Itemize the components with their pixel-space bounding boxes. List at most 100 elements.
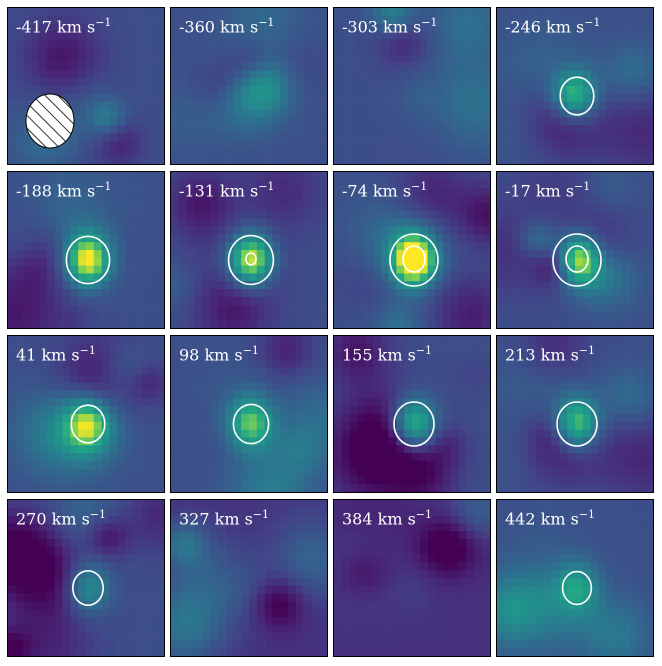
channel-panel: 270 km s−1 [7, 499, 165, 657]
velocity-value: -246 [505, 17, 547, 37]
channel-panel: -74 km s−1 [333, 171, 491, 329]
channel-image [334, 336, 490, 492]
velocity-label: 155 km s−1 [342, 341, 432, 365]
velocity-label: 98 km s−1 [179, 341, 259, 365]
velocity-exponent: −1 [411, 180, 428, 193]
channel-image [8, 8, 164, 164]
contour-outer [227, 234, 275, 286]
channel-panel: -188 km s−1 [7, 171, 165, 329]
channel-panel: -417 km s−1 [7, 7, 165, 165]
velocity-value: 213 [505, 345, 541, 365]
channel-image [171, 500, 327, 656]
contour-outer [556, 401, 598, 447]
velocity-exponent: −1 [421, 16, 438, 29]
contour-outer [393, 401, 435, 447]
velocity-value: 270 [16, 509, 52, 529]
velocity-value: 384 [342, 509, 378, 529]
velocity-unit: km s [220, 181, 259, 201]
velocity-unit: km s [372, 181, 412, 201]
velocity-value: -303 [342, 17, 384, 37]
channel-image [171, 8, 327, 164]
channel-panel: -303 km s−1 [333, 7, 491, 165]
channel-panel: -360 km s−1 [170, 7, 328, 165]
velocity-exponent: −1 [252, 508, 270, 521]
contour-outer [552, 233, 602, 287]
velocity-exponent: −1 [578, 508, 596, 521]
channel-image [8, 500, 164, 656]
beam-ellipse [25, 93, 75, 149]
velocity-unit: km s [377, 345, 416, 365]
velocity-label: 442 km s−1 [505, 505, 595, 529]
velocity-value: 442 [505, 509, 541, 529]
velocity-unit: km s [377, 509, 416, 529]
channel-image [497, 8, 653, 164]
channel-panel: 98 km s−1 [170, 335, 328, 493]
velocity-label: -74 km s−1 [342, 177, 427, 201]
channel-image [497, 172, 653, 328]
velocity-label: -360 km s−1 [179, 13, 274, 37]
velocity-unit: km s [383, 17, 422, 37]
velocity-exponent: −1 [242, 344, 259, 357]
contour-outer [65, 235, 111, 285]
velocity-unit: km s [57, 17, 96, 37]
velocity-unit: km s [546, 17, 585, 37]
contour-inner [245, 252, 257, 266]
velocity-unit: km s [214, 509, 253, 529]
velocity-unit: km s [535, 181, 575, 201]
velocity-value: 98 [179, 345, 205, 365]
velocity-exponent: −1 [574, 180, 591, 193]
velocity-exponent: −1 [584, 16, 601, 29]
channel-panel: -131 km s−1 [170, 171, 328, 329]
velocity-unit: km s [220, 17, 259, 37]
velocity-label: -17 km s−1 [505, 177, 590, 201]
channel-panel: -246 km s−1 [496, 7, 654, 165]
velocity-label: 327 km s−1 [179, 505, 269, 529]
channel-panel: 41 km s−1 [7, 335, 165, 493]
velocity-value: -131 [179, 181, 221, 201]
velocity-exponent: −1 [415, 344, 433, 357]
velocity-exponent: −1 [95, 180, 112, 193]
velocity-value: -360 [179, 17, 221, 37]
velocity-unit: km s [540, 509, 579, 529]
channel-panel: 213 km s−1 [496, 335, 654, 493]
velocity-value: -417 [16, 17, 58, 37]
velocity-label: 270 km s−1 [16, 505, 106, 529]
velocity-value: -188 [16, 181, 58, 201]
velocity-value: -74 [342, 181, 373, 201]
velocity-label: -417 km s−1 [16, 13, 111, 37]
velocity-unit: km s [204, 345, 243, 365]
velocity-exponent: −1 [415, 508, 433, 521]
velocity-exponent: −1 [258, 180, 275, 193]
velocity-label: 384 km s−1 [342, 505, 432, 529]
channel-image [497, 500, 653, 656]
velocity-exponent: −1 [89, 508, 107, 521]
channel-image [334, 8, 490, 164]
channel-image [171, 172, 327, 328]
velocity-label: -188 km s−1 [16, 177, 111, 201]
velocity-value: -17 [505, 181, 536, 201]
velocity-exponent: −1 [95, 16, 112, 29]
velocity-label: 213 km s−1 [505, 341, 595, 365]
channel-panel: 384 km s−1 [333, 499, 491, 657]
channel-panel: 442 km s−1 [496, 499, 654, 657]
velocity-unit: km s [41, 345, 80, 365]
velocity-unit: km s [57, 181, 96, 201]
velocity-value: 41 [16, 345, 42, 365]
contour-outer [389, 233, 439, 287]
contour-outer [559, 76, 595, 116]
contour-outer [72, 570, 105, 607]
contour-outer [232, 403, 270, 445]
velocity-exponent: −1 [578, 344, 596, 357]
channel-image [171, 336, 327, 492]
contour-inner [565, 245, 589, 273]
velocity-exponent: −1 [79, 344, 96, 357]
channel-image [497, 336, 653, 492]
contour-outer [70, 404, 106, 444]
channel-panel: 327 km s−1 [170, 499, 328, 657]
channel-image [334, 500, 490, 656]
channel-image [8, 172, 164, 328]
velocity-label: -131 km s−1 [179, 177, 274, 201]
channel-image [334, 172, 490, 328]
channel-panel: -17 km s−1 [496, 171, 654, 329]
